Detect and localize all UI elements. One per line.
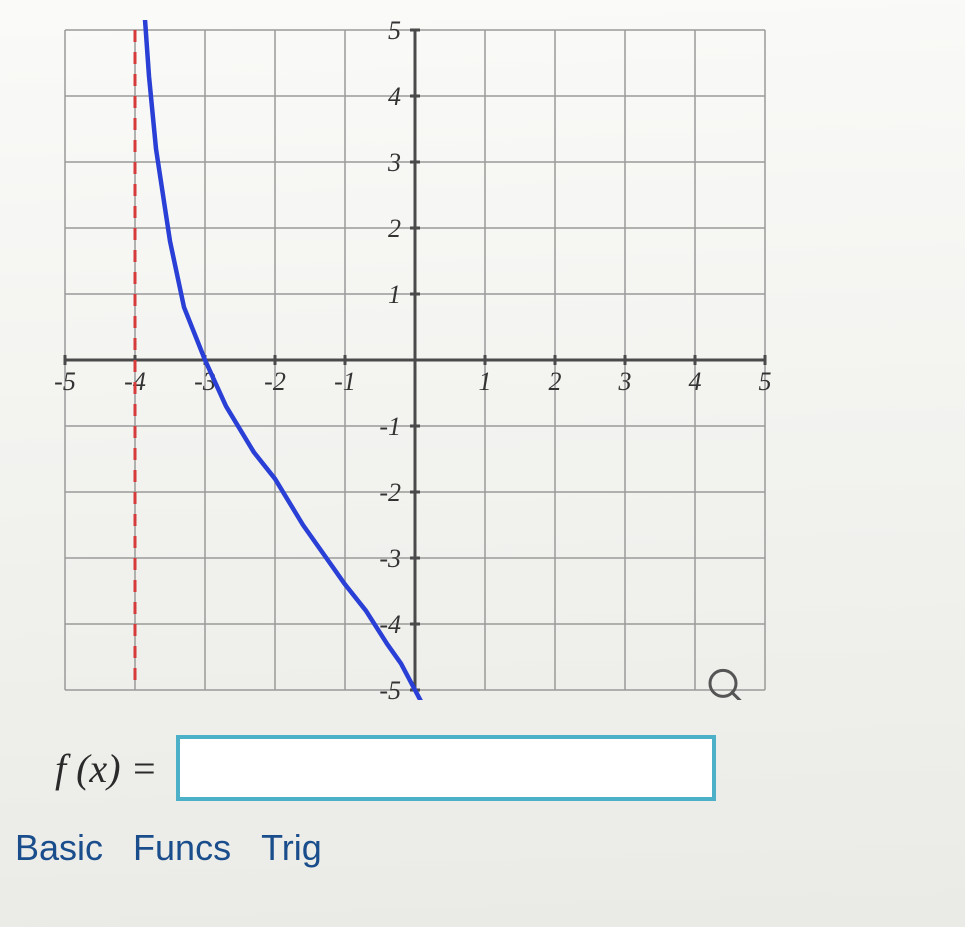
svg-text:-3: -3: [379, 544, 401, 573]
svg-text:1: 1: [479, 367, 492, 396]
tab-basic[interactable]: Basic: [15, 827, 103, 869]
coordinate-graph: -5-4-3-2-112345-5-4-3-2-112345: [55, 20, 965, 700]
svg-text:2: 2: [388, 214, 401, 243]
svg-text:5: 5: [388, 20, 401, 45]
svg-text:-1: -1: [379, 412, 401, 441]
svg-text:4: 4: [388, 82, 401, 111]
equation-row: f (x) =: [55, 735, 965, 801]
svg-text:2: 2: [549, 367, 562, 396]
svg-text:4: 4: [689, 367, 702, 396]
keypad-tabs: Basic Funcs Trig: [15, 827, 965, 869]
svg-text:-5: -5: [379, 676, 401, 700]
svg-text:-2: -2: [379, 478, 401, 507]
svg-text:5: 5: [759, 367, 772, 396]
svg-text:3: 3: [618, 367, 632, 396]
tab-funcs[interactable]: Funcs: [133, 827, 231, 869]
svg-text:-5: -5: [55, 367, 76, 396]
svg-text:-2: -2: [264, 367, 286, 396]
function-input[interactable]: [176, 735, 716, 801]
chart-canvas: -5-4-3-2-112345-5-4-3-2-112345: [55, 20, 775, 700]
tab-trig[interactable]: Trig: [261, 827, 322, 869]
svg-text:-1: -1: [334, 367, 356, 396]
svg-text:3: 3: [387, 148, 401, 177]
equation-label: f (x) =: [55, 745, 158, 792]
svg-text:1: 1: [388, 280, 401, 309]
